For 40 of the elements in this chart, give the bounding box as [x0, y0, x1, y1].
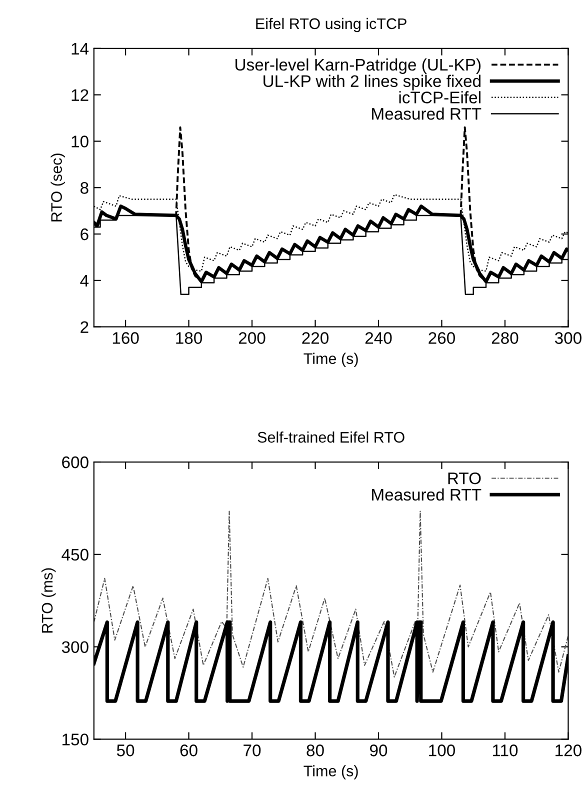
- line-series: [94, 510, 568, 678]
- chart-title: Self-trained Eifel RTO: [258, 431, 404, 443]
- x-axis-title: Time (s): [304, 765, 358, 780]
- x-tick-label: 80: [306, 744, 324, 756]
- y-tick-label: 14: [72, 42, 89, 54]
- x-tick-label: 240: [365, 332, 392, 344]
- y-tick-label: 150: [62, 734, 88, 746]
- x-axis-title: Time (s): [304, 352, 358, 368]
- x-tick-label: 110: [492, 744, 518, 756]
- chart-title: Eifel RTO using icTCP: [256, 18, 406, 32]
- y-tick-label: 2: [80, 321, 88, 333]
- x-tick-label: 160: [112, 332, 139, 344]
- y-tick-label: 4: [80, 275, 89, 286]
- x-tick-label: 100: [429, 744, 455, 756]
- y-tick-label: 10: [72, 136, 88, 148]
- x-tick-label: 70: [244, 744, 261, 756]
- legend-label: User-level Karn-Patridge (UL-KP): [236, 58, 481, 74]
- x-tick-label: 180: [176, 332, 202, 344]
- y-tick-label: 300: [62, 641, 88, 654]
- x-tick-label: 50: [116, 744, 134, 756]
- x-tick-label: 90: [370, 744, 388, 756]
- y-tick-label: 12: [72, 89, 88, 101]
- x-tick-label: 120: [556, 744, 582, 756]
- legend-label: Measured RTT: [372, 108, 482, 120]
- y-tick-label: 6: [80, 228, 88, 240]
- y-tick-label: 600: [62, 456, 88, 468]
- x-tick-label: 260: [428, 332, 455, 344]
- y-axis-title: RTO (ms): [41, 568, 56, 633]
- legend-label: RTO: [448, 472, 481, 484]
- legend-label: icTCP-Eifel: [399, 91, 480, 104]
- x-tick-label: 300: [554, 332, 582, 344]
- x-tick-label: 200: [238, 332, 266, 344]
- y-tick-label: 450: [62, 548, 88, 561]
- x-tick-label: 280: [492, 332, 518, 344]
- legend-label: Measured RTT: [372, 488, 482, 501]
- x-tick-label: 220: [302, 332, 329, 344]
- y-tick-label: 8: [80, 182, 88, 194]
- y-axis-title: RTO (sec): [50, 154, 65, 222]
- legend-label: UL-KP with 2 lines spike fixed: [264, 74, 480, 90]
- x-tick-label: 60: [180, 744, 198, 756]
